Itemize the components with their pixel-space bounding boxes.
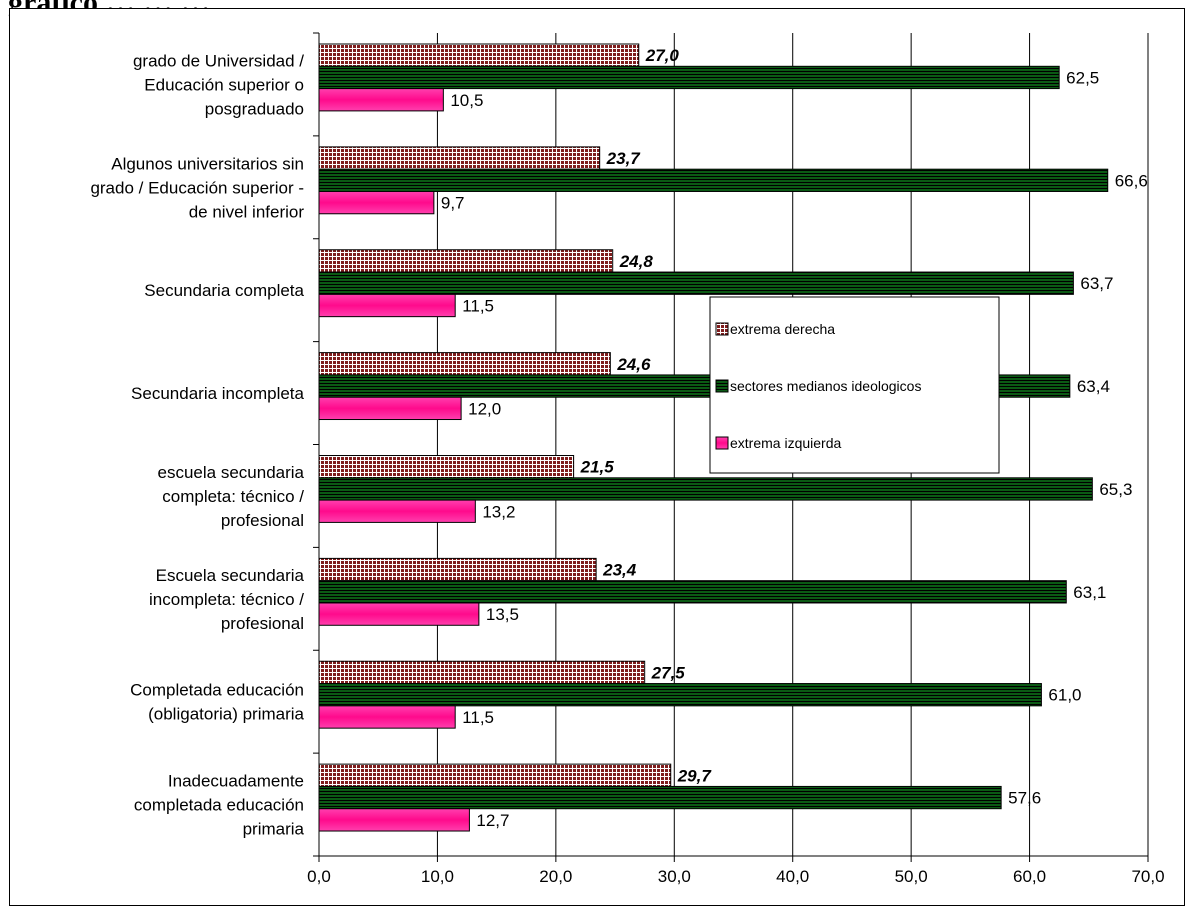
bars (318, 43, 1109, 832)
legend-label: sectores medianos ideologicos (730, 378, 921, 394)
bar-0-0 (318, 43, 640, 67)
legend-label: extrema izquierda (730, 435, 841, 451)
bar-2-6 (318, 705, 456, 729)
category-label: primaria (243, 820, 305, 839)
value-label: 12,7 (476, 811, 509, 830)
bar-2-2 (318, 293, 456, 318)
bar-0-2 (318, 249, 614, 273)
category-label: completa: técnico / (162, 487, 304, 506)
category-label: Escuela secundaria (156, 566, 305, 585)
category-label: completada educación (134, 796, 304, 815)
value-label: 11,5 (462, 297, 494, 316)
bar-2-3 (318, 396, 462, 421)
bar-1-7 (318, 785, 1002, 810)
category-label: grado de Universidad / (133, 51, 304, 70)
bar-1-2 (318, 271, 1074, 295)
bar-0-4 (318, 455, 575, 479)
x-tick-label: 20,0 (539, 867, 572, 886)
bar-0-7 (318, 763, 672, 787)
value-label: 62,5 (1066, 68, 1099, 87)
bar-2-1 (318, 190, 435, 215)
category-labels: grado de Universidad / Educación superior… (90, 51, 304, 838)
value-label: 21,5 (580, 458, 615, 477)
x-tick-label: 40,0 (776, 867, 809, 886)
bar-1-5 (318, 580, 1067, 604)
category-label: (obligatoria) primaria (148, 705, 304, 724)
value-label: 63,1 (1073, 583, 1106, 602)
category-label: Secundaria incompleta (131, 384, 304, 403)
bar-2-5 (318, 602, 480, 626)
category-label: Inadecuadamente (168, 772, 304, 791)
value-label: 61,0 (1048, 686, 1081, 705)
value-label: 63,7 (1080, 274, 1113, 293)
value-label: 27,0 (645, 46, 680, 65)
legend: extrema derecha sectores medianos ideolog… (709, 296, 1000, 474)
category-label: profesional (221, 511, 304, 530)
x-tick-label: 0,0 (307, 867, 331, 886)
category-label: profesional (221, 614, 304, 633)
category-label: incompleta: técnico / (149, 590, 304, 609)
bar-2-4 (318, 499, 476, 523)
bar-1-0 (318, 65, 1060, 90)
bar-2-0 (318, 88, 444, 112)
category-label: Secundaria completa (144, 281, 304, 300)
x-tick-label: 30,0 (658, 867, 691, 886)
value-label: 13,2 (482, 502, 515, 521)
x-tick-label: 50,0 (895, 867, 928, 886)
legend-swatch (715, 379, 729, 393)
bar-0-3 (318, 352, 611, 376)
category-label: Algunos universitarios sin (111, 154, 304, 173)
value-label: 10,5 (450, 91, 483, 110)
value-label: 27,5 (651, 663, 686, 682)
bar-1-6 (318, 683, 1042, 707)
x-tick-label: 60,0 (1013, 867, 1046, 886)
value-label: 23,7 (606, 149, 642, 168)
bar-1-1 (318, 168, 1109, 192)
category-label: Educación superior o (144, 75, 304, 94)
value-label: 57,6 (1008, 789, 1041, 808)
value-labels: 27,0 62,5 10,5 23,7 66,6 9,7 24,8 63,7 11,5 24,6 6… (441, 46, 1148, 830)
legend-swatch (715, 436, 729, 450)
bar-0-5 (318, 557, 597, 582)
value-label: 12,0 (468, 399, 501, 418)
category-label: de nivel inferior (189, 202, 305, 221)
category-label: posgraduado (205, 99, 304, 118)
bar-1-4 (318, 477, 1093, 501)
category-label: escuela secundaria (158, 463, 305, 482)
value-label: 24,6 (616, 355, 651, 374)
value-label: 29,7 (677, 766, 713, 785)
value-label: 66,6 (1115, 171, 1148, 190)
value-label: 11,5 (462, 708, 494, 727)
category-label: grado / Educación superior - (90, 178, 304, 197)
bar-0-1 (318, 146, 601, 170)
bar-2-7 (318, 808, 470, 832)
x-tick-label: 10,0 (421, 867, 454, 886)
tick-labels: 0,0 10,0 20,0 30,0 40,0 50,0 60,0 70,0 (307, 867, 1164, 886)
value-label: 9,7 (441, 194, 465, 213)
legend-box (709, 296, 1000, 474)
value-label: 63,4 (1077, 377, 1110, 396)
value-label: 13,5 (486, 605, 519, 624)
value-label: 24,8 (619, 252, 654, 271)
x-tick-label: 70,0 (1131, 867, 1164, 886)
value-label: 23,4 (602, 561, 637, 580)
category-label: Completada educación (130, 681, 304, 700)
legend-swatch (715, 322, 729, 336)
value-label: 65,3 (1099, 480, 1132, 499)
bar-0-6 (318, 660, 646, 685)
legend-label: extrema derecha (730, 321, 835, 337)
